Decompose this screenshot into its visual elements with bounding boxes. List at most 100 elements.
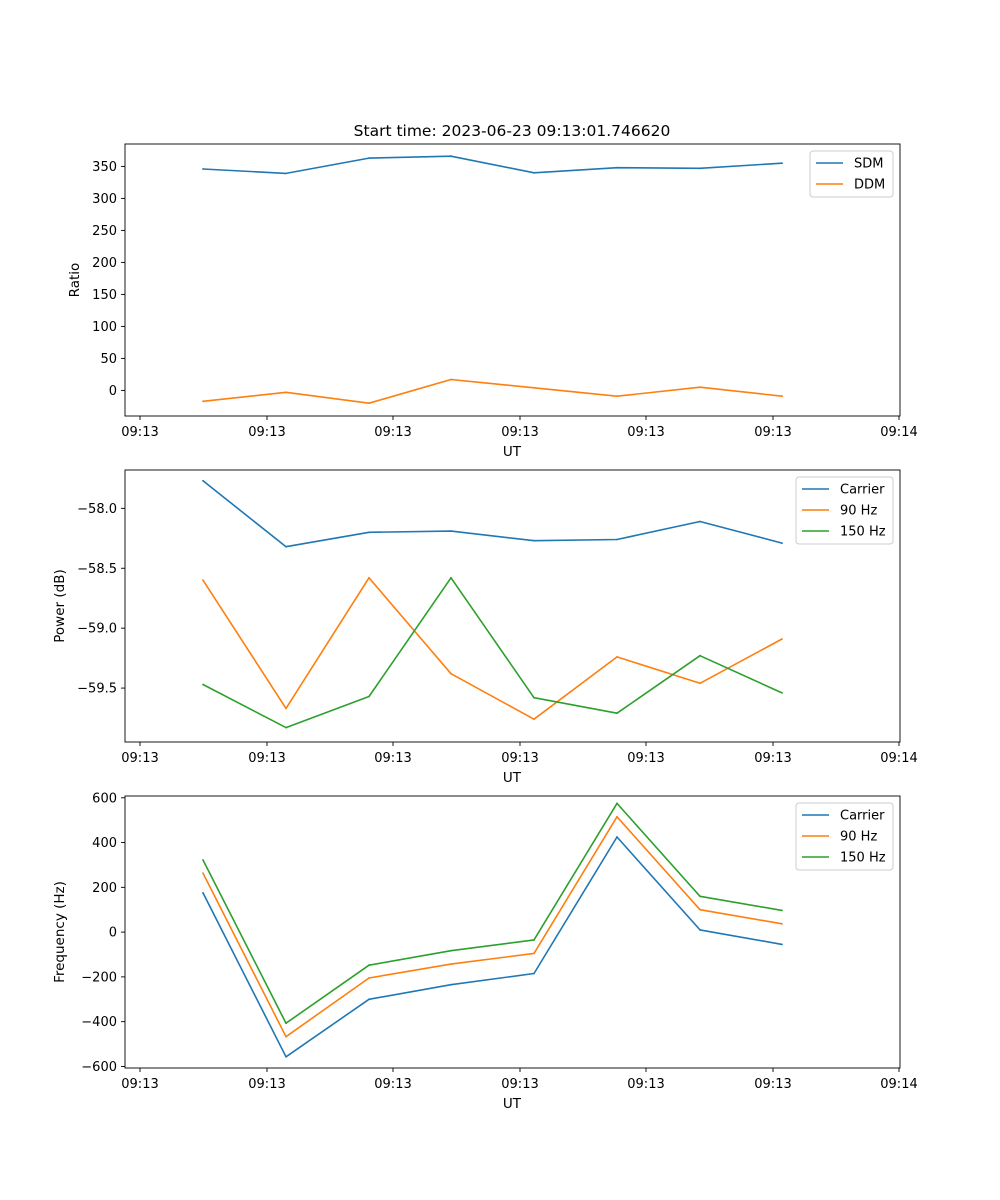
- data-point: [368, 531, 370, 534]
- series-line-carrier: [202, 836, 783, 1058]
- x-tick-label: 09:14: [880, 1077, 917, 1092]
- y-tick-label: 0: [109, 384, 117, 399]
- data-point: [450, 672, 452, 675]
- data-point: [368, 998, 370, 1001]
- series-line-150-hz: [202, 576, 783, 729]
- data-point: [285, 391, 287, 394]
- data-point: [533, 696, 535, 699]
- x-tick-label: 09:13: [248, 1077, 285, 1092]
- y-axis-label: Power (dB): [52, 569, 68, 642]
- series-line-150-hz: [202, 802, 783, 1025]
- data-point: [202, 579, 204, 582]
- y-tick-label: −59.0: [77, 622, 117, 637]
- x-tick-label: 09:13: [501, 751, 538, 766]
- x-tick-label: 09:13: [248, 751, 285, 766]
- series-line-90-hz: [202, 815, 783, 1038]
- x-tick-label: 09:13: [501, 1077, 538, 1092]
- data-point: [699, 386, 701, 389]
- data-point: [616, 712, 618, 715]
- x-tick-label: 09:13: [374, 751, 411, 766]
- data-point: [450, 378, 452, 381]
- data-point: [285, 1022, 287, 1025]
- data-point: [616, 815, 618, 818]
- data-point: [533, 386, 535, 389]
- data-point: [699, 895, 701, 898]
- x-axis-label: UT: [503, 1096, 522, 1112]
- data-point: [450, 576, 452, 579]
- y-tick-label: −58.5: [77, 562, 117, 577]
- x-tick-label: 09:13: [248, 425, 285, 440]
- y-tick-label: 200: [92, 881, 117, 896]
- y-tick-label: −600: [81, 1060, 117, 1075]
- data-point: [781, 162, 783, 165]
- y-tick-label: 50: [100, 352, 117, 367]
- legend: Carrier 90 Hz 150 Hz: [795, 476, 894, 545]
- data-point: [202, 479, 204, 482]
- series-line-90-hz: [202, 576, 783, 721]
- legend: Carrier 90 Hz 150 Hz: [795, 802, 894, 871]
- data-point: [202, 400, 204, 403]
- data-point: [533, 171, 535, 174]
- data-point: [285, 1055, 287, 1058]
- data-point: [285, 707, 287, 710]
- data-point: [616, 395, 618, 398]
- legend-box: [795, 802, 894, 871]
- data-point: [285, 545, 287, 548]
- axes-frame: [124, 469, 901, 743]
- data-point: [781, 922, 783, 925]
- data-point: [781, 692, 783, 694]
- figure-title: Start time: 2023-06-23 09:13:01.746620: [354, 122, 671, 140]
- data-point: [699, 167, 701, 170]
- data-point: [202, 683, 204, 686]
- data-point: [616, 802, 618, 805]
- legend-label: 150 Hz: [840, 851, 886, 866]
- x-axis-label: UT: [503, 444, 522, 460]
- subplot-2: 09:13 09:13 09:13 09:13 09:13 09:13 09:14 UT −58…: [52, 469, 918, 786]
- data-point: [450, 963, 452, 965]
- data-point: [202, 872, 204, 875]
- y-tick-label: 350: [92, 160, 117, 175]
- series-line-sdm: [202, 155, 783, 175]
- x-tick-label: 09:13: [374, 425, 411, 440]
- data-point: [616, 656, 618, 658]
- data-point: [533, 952, 535, 955]
- data-point: [781, 943, 783, 946]
- data-point: [533, 972, 535, 975]
- legend-label: 90 Hz: [840, 504, 877, 519]
- legend-label: 90 Hz: [840, 830, 877, 845]
- data-point: [368, 157, 370, 160]
- series-line-ddm: [202, 378, 783, 405]
- data-point: [616, 166, 618, 169]
- x-tick-label: 09:13: [121, 751, 158, 766]
- data-point: [699, 929, 701, 931]
- legend-label: Carrier: [840, 483, 885, 498]
- x-tick-label: 09:13: [754, 425, 791, 440]
- subplots: 09:13 09:13 09:13 09:13 09:13 09:13 09:14 UT 0 50…: [52, 143, 918, 1112]
- data-point: [533, 939, 535, 941]
- y-tick-label: 400: [92, 836, 117, 851]
- x-tick-label: 09:13: [121, 1077, 158, 1092]
- y-tick-label: 250: [92, 224, 117, 239]
- subplot-1: 09:13 09:13 09:13 09:13 09:13 09:13 09:14 UT 0 50…: [67, 143, 918, 460]
- x-axis-label: UT: [503, 770, 522, 786]
- data-point: [781, 638, 783, 640]
- data-point: [285, 726, 287, 729]
- subplot-3: 09:13 09:13 09:13 09:13 09:13 09:13 09:14 UT −60…: [52, 791, 918, 1112]
- axes-frame: [124, 143, 901, 417]
- data-point: [450, 949, 452, 952]
- data-point: [368, 402, 370, 405]
- data-point: [202, 892, 204, 894]
- series-line-carrier: [202, 480, 783, 548]
- y-tick-label: 0: [109, 926, 117, 941]
- data-point: [368, 964, 370, 967]
- x-tick-label: 09:13: [627, 751, 664, 766]
- data-point: [699, 654, 701, 657]
- data-point: [202, 859, 204, 861]
- data-point: [202, 168, 204, 170]
- x-tick-label: 09:14: [880, 425, 917, 440]
- y-tick-label: 100: [92, 320, 117, 335]
- x-tick-label: 09:14: [880, 751, 917, 766]
- data-point: [450, 983, 452, 986]
- data-point: [616, 538, 618, 541]
